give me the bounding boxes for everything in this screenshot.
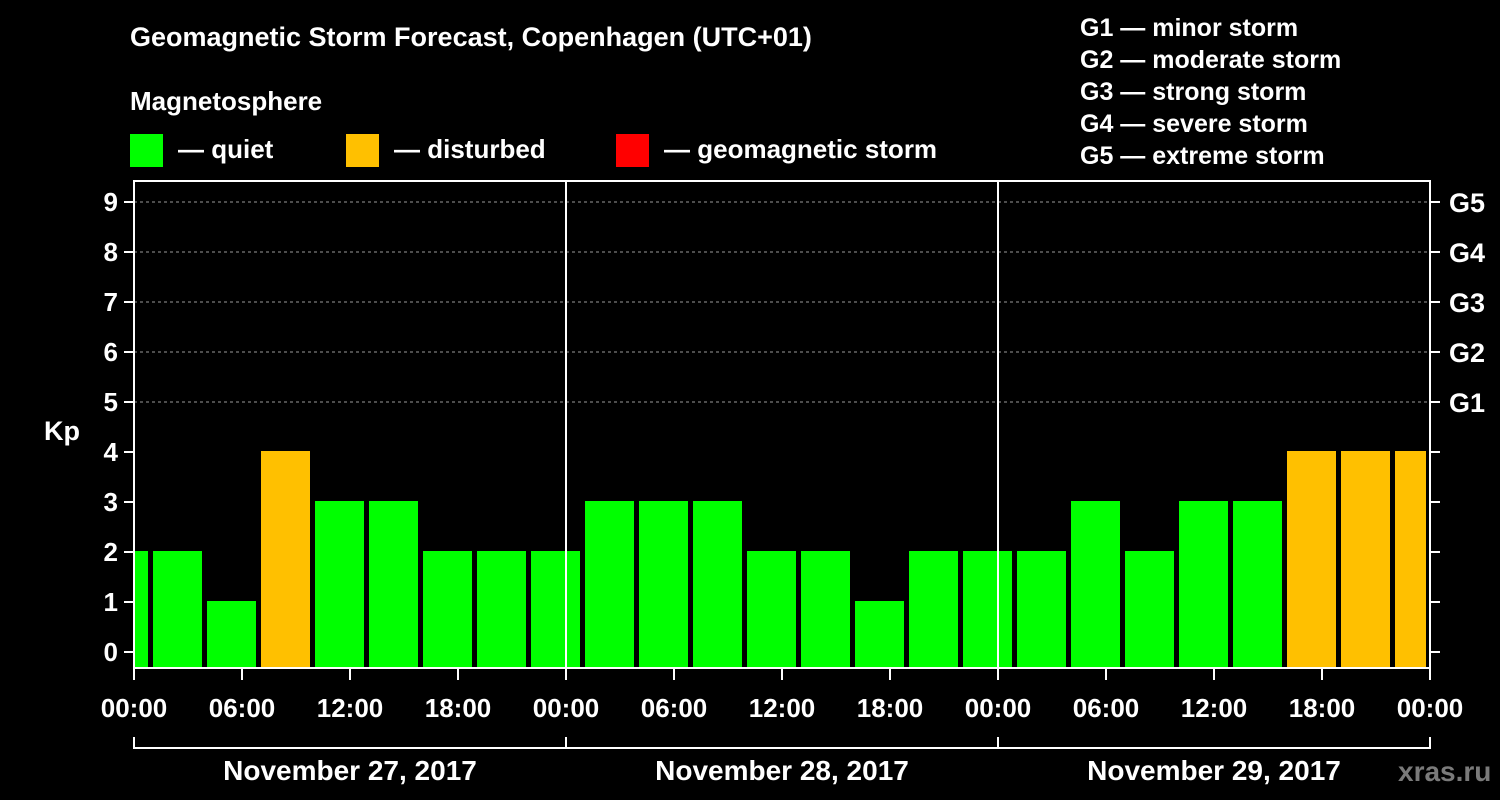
x-tick-label: 12:00 (1181, 693, 1248, 723)
chart-subtitle: Magnetosphere (130, 86, 323, 116)
storm-scale-legend: G1 — minor storm G2 — moderate storm G3 … (1080, 12, 1341, 172)
bar-disturbed (261, 451, 310, 668)
bar-quiet (693, 501, 742, 668)
storm-scale-g3: G3 — strong storm (1080, 78, 1307, 106)
bar-disturbed (1287, 451, 1336, 668)
legend-label-quiet: — quiet (178, 134, 274, 164)
day-label: November 28, 2017 (655, 755, 909, 786)
right-tick-label-G3: G3 (1449, 288, 1485, 318)
bar-quiet (477, 551, 526, 668)
x-tick-label: 18:00 (425, 693, 492, 723)
bar-quiet (207, 601, 256, 668)
y-tick-label: 1 (104, 587, 118, 617)
right-tick-label-G5: G5 (1449, 188, 1485, 218)
x-tick-label: 06:00 (641, 693, 708, 723)
x-tick-label: 12:00 (317, 693, 384, 723)
legend-item-storm: — geomagnetic storm (616, 134, 956, 168)
x-tick-label: 00:00 (101, 693, 168, 723)
bar-quiet (1125, 551, 1174, 668)
y-tick-label: 9 (104, 187, 118, 217)
bar-quiet (1071, 501, 1120, 668)
y-tick-label: 8 (104, 237, 118, 267)
y-tick-label: 2 (104, 537, 118, 567)
legend-label-storm: — geomagnetic storm (664, 134, 938, 164)
legend-swatch-disturbed (346, 134, 379, 167)
bar-quiet (315, 501, 364, 668)
day-label: November 29, 2017 (1087, 755, 1341, 786)
bar-quiet (1017, 551, 1066, 668)
chart-title: Geomagnetic Storm Forecast, Copenhagen (… (130, 22, 812, 52)
legend-swatch-storm (616, 134, 649, 167)
bar-quiet (855, 601, 904, 668)
y-axis-label: Kp (44, 416, 80, 446)
x-tick-label: 12:00 (749, 693, 816, 723)
y-tick-label: 7 (104, 287, 118, 317)
x-tick-label: 06:00 (209, 693, 276, 723)
legend-swatch-quiet (130, 134, 163, 167)
bar-quiet (909, 551, 958, 668)
bar-quiet (135, 551, 148, 668)
bar-quiet (801, 551, 850, 668)
bar-quiet (423, 551, 472, 668)
y-tick-label: 5 (104, 387, 118, 417)
bar-quiet (963, 551, 1012, 668)
x-tick-label: 00:00 (965, 693, 1032, 723)
bar-quiet (1179, 501, 1228, 668)
right-tick-label-G1: G1 (1449, 388, 1485, 418)
x-tick-label: 18:00 (857, 693, 924, 723)
storm-scale-g4: G4 — severe storm (1080, 110, 1308, 138)
x-tick-label: 06:00 (1073, 693, 1140, 723)
y-tick-label: 0 (104, 637, 118, 667)
y-tick-label: 3 (104, 487, 118, 517)
day-label: November 27, 2017 (223, 755, 477, 786)
legend-label-disturbed: — disturbed (394, 134, 546, 164)
bar-quiet (153, 551, 202, 668)
right-tick-label-G2: G2 (1449, 338, 1485, 368)
storm-scale-g2: G2 — moderate storm (1080, 46, 1342, 74)
x-tick-label: 18:00 (1289, 693, 1356, 723)
storm-scale-g5: G5 — extreme storm (1080, 142, 1325, 170)
legend-item-quiet: — quiet (130, 134, 330, 168)
y-tick-label: 6 (104, 337, 118, 367)
storm-scale-g1: G1 — minor storm (1080, 14, 1299, 42)
bar-quiet (1233, 501, 1282, 668)
bar-quiet (369, 501, 418, 668)
bar-quiet (531, 551, 580, 668)
bar-quiet (747, 551, 796, 668)
x-tick-label: 00:00 (1397, 693, 1464, 723)
bar-disturbed (1341, 451, 1390, 668)
x-tick-label: 00:00 (533, 693, 600, 723)
right-tick-label-G4: G4 (1449, 238, 1485, 268)
bar-quiet (639, 501, 688, 668)
y-tick-label: 4 (104, 437, 119, 467)
bar-disturbed (1395, 451, 1426, 668)
watermark: xras.ru (1398, 756, 1492, 787)
bar-quiet (585, 501, 634, 668)
legend-item-disturbed: — disturbed (346, 134, 586, 168)
